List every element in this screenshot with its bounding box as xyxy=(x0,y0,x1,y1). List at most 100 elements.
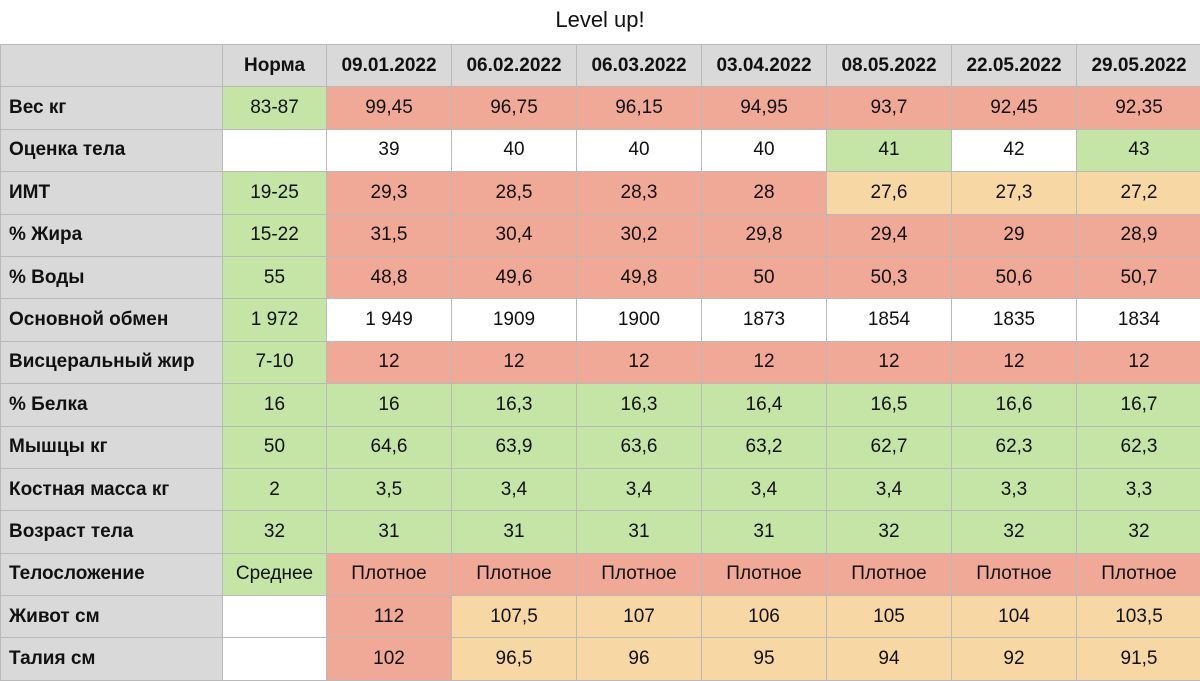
value-cell[interactable]: 96 xyxy=(577,638,702,680)
header-cell-date[interactable]: 29.05.2022 xyxy=(1077,45,1200,87)
value-cell[interactable]: 91,5 xyxy=(1077,638,1200,680)
value-cell[interactable]: Плотное xyxy=(452,553,577,595)
row-label-cell[interactable]: Костная масса кг xyxy=(1,468,223,510)
value-cell[interactable]: 12 xyxy=(702,341,827,383)
row-label-cell[interactable]: Мышцы кг xyxy=(1,426,223,468)
value-cell[interactable]: 28,5 xyxy=(452,172,577,214)
norm-cell[interactable] xyxy=(223,596,327,638)
value-cell[interactable]: 31 xyxy=(577,511,702,553)
value-cell[interactable]: 16,7 xyxy=(1077,384,1200,426)
value-cell[interactable]: 29 xyxy=(952,214,1077,256)
header-cell-date[interactable]: 06.02.2022 xyxy=(452,45,577,87)
value-cell[interactable]: 40 xyxy=(702,129,827,171)
row-label-cell[interactable]: Основной обмен xyxy=(1,299,223,341)
value-cell[interactable]: 31 xyxy=(452,511,577,553)
row-label-cell[interactable]: ИМТ xyxy=(1,172,223,214)
norm-cell[interactable]: 1 972 xyxy=(223,299,327,341)
value-cell[interactable]: 31 xyxy=(702,511,827,553)
norm-cell[interactable]: Среднее xyxy=(223,553,327,595)
value-cell[interactable]: 48,8 xyxy=(327,256,452,298)
value-cell[interactable]: 95 xyxy=(702,638,827,680)
value-cell[interactable]: 50 xyxy=(702,256,827,298)
value-cell[interactable]: 41 xyxy=(827,129,952,171)
value-cell[interactable]: 16,6 xyxy=(952,384,1077,426)
value-cell[interactable]: 49,8 xyxy=(577,256,702,298)
value-cell[interactable]: 29,8 xyxy=(702,214,827,256)
value-cell[interactable]: 3,3 xyxy=(1077,468,1200,510)
value-cell[interactable]: 3,5 xyxy=(327,468,452,510)
value-cell[interactable]: 1909 xyxy=(452,299,577,341)
value-cell[interactable]: 32 xyxy=(1077,511,1200,553)
value-cell[interactable]: 96,75 xyxy=(452,87,577,129)
value-cell[interactable]: 12 xyxy=(952,341,1077,383)
value-cell[interactable]: 3,4 xyxy=(577,468,702,510)
value-cell[interactable]: 12 xyxy=(327,341,452,383)
row-label-cell[interactable]: Возраст тела xyxy=(1,511,223,553)
value-cell[interactable]: 29,3 xyxy=(327,172,452,214)
value-cell[interactable]: Плотное xyxy=(952,553,1077,595)
value-cell[interactable]: 107 xyxy=(577,596,702,638)
value-cell[interactable]: 63,9 xyxy=(452,426,577,468)
header-cell-date[interactable]: 06.03.2022 xyxy=(577,45,702,87)
value-cell[interactable]: 27,3 xyxy=(952,172,1077,214)
row-label-cell[interactable]: Телосложение xyxy=(1,553,223,595)
value-cell[interactable]: 94 xyxy=(827,638,952,680)
value-cell[interactable]: 106 xyxy=(702,596,827,638)
value-cell[interactable]: 62,3 xyxy=(1077,426,1200,468)
norm-cell[interactable]: 83-87 xyxy=(223,87,327,129)
value-cell[interactable]: 50,6 xyxy=(952,256,1077,298)
value-cell[interactable]: 12 xyxy=(577,341,702,383)
value-cell[interactable]: 96,5 xyxy=(452,638,577,680)
norm-cell[interactable]: 7-10 xyxy=(223,341,327,383)
value-cell[interactable]: 63,2 xyxy=(702,426,827,468)
value-cell[interactable]: 92,45 xyxy=(952,87,1077,129)
value-cell[interactable]: 1873 xyxy=(702,299,827,341)
value-cell[interactable]: 104 xyxy=(952,596,1077,638)
header-cell-norm[interactable]: Норма xyxy=(223,45,327,87)
value-cell[interactable]: 3,4 xyxy=(452,468,577,510)
norm-cell[interactable]: 32 xyxy=(223,511,327,553)
value-cell[interactable]: 62,7 xyxy=(827,426,952,468)
norm-cell[interactable] xyxy=(223,638,327,680)
value-cell[interactable]: 1834 xyxy=(1077,299,1200,341)
value-cell[interactable]: 42 xyxy=(952,129,1077,171)
row-label-cell[interactable]: Оценка тела xyxy=(1,129,223,171)
value-cell[interactable]: 29,4 xyxy=(827,214,952,256)
row-label-cell[interactable]: % Воды xyxy=(1,256,223,298)
row-label-cell[interactable]: % Белка xyxy=(1,384,223,426)
value-cell[interactable]: Плотное xyxy=(327,553,452,595)
value-cell[interactable]: 3,4 xyxy=(827,468,952,510)
value-cell[interactable]: 1 949 xyxy=(327,299,452,341)
header-cell-date[interactable]: 08.05.2022 xyxy=(827,45,952,87)
value-cell[interactable]: 16,4 xyxy=(702,384,827,426)
value-cell[interactable]: 94,95 xyxy=(702,87,827,129)
value-cell[interactable]: 112 xyxy=(327,596,452,638)
value-cell[interactable]: Плотное xyxy=(702,553,827,595)
value-cell[interactable]: 31,5 xyxy=(327,214,452,256)
value-cell[interactable]: 31 xyxy=(327,511,452,553)
value-cell[interactable]: 28 xyxy=(702,172,827,214)
value-cell[interactable]: 93,7 xyxy=(827,87,952,129)
value-cell[interactable]: 16,3 xyxy=(452,384,577,426)
value-cell[interactable]: 40 xyxy=(577,129,702,171)
row-label-cell[interactable]: Талия см xyxy=(1,638,223,680)
value-cell[interactable]: 64,6 xyxy=(327,426,452,468)
value-cell[interactable]: 99,45 xyxy=(327,87,452,129)
value-cell[interactable]: Плотное xyxy=(827,553,952,595)
value-cell[interactable]: 28,3 xyxy=(577,172,702,214)
value-cell[interactable]: 12 xyxy=(1077,341,1200,383)
row-label-cell[interactable]: % Жира xyxy=(1,214,223,256)
value-cell[interactable]: 50,3 xyxy=(827,256,952,298)
value-cell[interactable]: 92,35 xyxy=(1077,87,1200,129)
header-cell-date[interactable]: 03.04.2022 xyxy=(702,45,827,87)
header-cell-date[interactable]: 22.05.2022 xyxy=(952,45,1077,87)
header-cell-corner[interactable] xyxy=(1,45,223,87)
value-cell[interactable]: 49,6 xyxy=(452,256,577,298)
norm-cell[interactable]: 50 xyxy=(223,426,327,468)
value-cell[interactable]: 62,3 xyxy=(952,426,1077,468)
value-cell[interactable]: 43 xyxy=(1077,129,1200,171)
value-cell[interactable]: 32 xyxy=(827,511,952,553)
value-cell[interactable]: 92 xyxy=(952,638,1077,680)
value-cell[interactable]: 32 xyxy=(952,511,1077,553)
norm-cell[interactable]: 2 xyxy=(223,468,327,510)
